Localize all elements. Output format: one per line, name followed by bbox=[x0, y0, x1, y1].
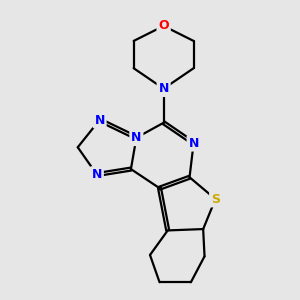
Text: N: N bbox=[158, 82, 169, 95]
Text: N: N bbox=[92, 168, 102, 181]
Text: N: N bbox=[94, 113, 105, 127]
Text: N: N bbox=[188, 137, 199, 150]
Text: N: N bbox=[131, 131, 142, 144]
Text: O: O bbox=[158, 20, 169, 32]
Text: S: S bbox=[211, 193, 220, 206]
